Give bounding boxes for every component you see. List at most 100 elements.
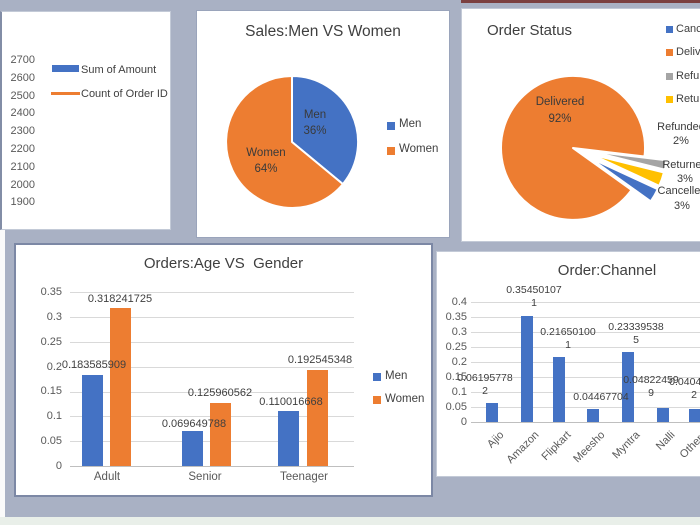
callout-refunded-name: Refunded [657, 121, 700, 133]
gridline [70, 367, 354, 368]
callout-returned-name: Returned [662, 159, 700, 171]
y-tick: 0.05 [445, 401, 467, 413]
bottom-edge-strip [0, 517, 700, 525]
order-status-pie-chart-panel[interactable]: Order Status Delivered 92% Refunded 2% R… [461, 8, 700, 242]
slice-label-delivered: Delivered 92% [536, 94, 585, 128]
gridline [70, 392, 354, 393]
chart-title: Orders:Age VS Gender [143, 255, 304, 272]
gridline [471, 407, 700, 408]
age-gender-bar-chart-panel[interactable]: Orders:Age VS Gender 0.35 0.3 0.25 0.2 0… [14, 243, 433, 497]
data-label-line: 0.0404907 [669, 376, 700, 388]
legend-swatch-men-icon [373, 373, 381, 381]
bar-amazon[interactable] [521, 316, 533, 422]
data-label-others: 0.0404907 2 [669, 376, 700, 402]
slice-label-men: Men 36% [303, 107, 326, 139]
data-label-line: 5 [633, 334, 639, 346]
data-label-meesho: 0.04467704 [573, 391, 628, 404]
bar-adult-men[interactable] [82, 375, 103, 466]
slice-label-men-pct: 36% [303, 125, 327, 137]
bar-myntra[interactable] [622, 352, 634, 422]
gridline [471, 347, 700, 348]
slice-label-men-name: Men [303, 109, 327, 121]
bar-nalli[interactable] [657, 408, 669, 422]
slice-label-women: Women 64% [246, 145, 285, 177]
y-tick: 0.1 [451, 386, 467, 398]
x-label-adult: Adult [93, 471, 121, 483]
legend-sum-of-amount: Sum of Amount [81, 64, 157, 76]
pie-slice-delivered[interactable] [500, 74, 646, 221]
data-label-nalli: 0.04822459 9 [623, 374, 678, 400]
data-label-line: 0.04822459 [623, 374, 679, 386]
data-label-line: 0.23339538 [608, 321, 664, 333]
bar-teenager-men[interactable] [278, 411, 299, 466]
bar-meesho[interactable] [587, 409, 599, 422]
legend-count-of-order-id: Count of Order ID [81, 88, 168, 100]
legend-cancelled: Cancelled [676, 23, 700, 35]
chart-title: Sales:Men VS Women [245, 23, 401, 40]
data-label-line: 0.04467704 [573, 391, 629, 403]
bar-senior-men[interactable] [182, 431, 203, 466]
pie-slice-returned[interactable] [593, 154, 665, 187]
y-tick: 0.1 [46, 410, 62, 422]
y-tick: 0.2 [451, 356, 467, 368]
legend-women: Women [385, 393, 425, 405]
callout-returned-pct: 3% [677, 173, 693, 185]
pie-slice-women[interactable] [225, 75, 344, 209]
y-tick: 1900 [10, 196, 35, 208]
y-tick: 0.35 [40, 286, 62, 298]
data-label-teenager-men: 0.110016668 [259, 396, 323, 408]
callout-returned: Returned 3% [662, 158, 700, 186]
order-channel-bar-chart-panel[interactable]: Order:Channel 0.4 0.35 0.3 0.25 0.2 0.15… [436, 251, 700, 477]
y-tick: 0 [460, 416, 467, 428]
slice-label-delivered-name: Delivered [535, 96, 585, 108]
y-tick: 0.05 [40, 435, 62, 447]
gridline [471, 332, 700, 333]
callout-cancelled-pct: 3% [674, 200, 690, 212]
y-tick: 2600 [10, 72, 35, 84]
y-tick: 0.3 [46, 311, 62, 323]
data-label-line: 9 [648, 387, 654, 399]
y-tick: 0.4 [451, 296, 467, 308]
x-label-senior: Senior [188, 471, 222, 483]
data-label-line: 0.35450107 [506, 284, 562, 296]
bar-ajio[interactable] [486, 403, 498, 422]
callout-cancelled-name: Cancelled [657, 185, 700, 197]
data-label-senior-men: 0.069649788 [161, 418, 227, 430]
bar-flipkart[interactable] [553, 357, 565, 422]
sales-pie-chart-panel[interactable]: Sales:Men VS Women Men 36% Women 64% Men… [196, 10, 450, 238]
gridline [70, 292, 354, 293]
data-label-adult-men: 0.183585909 [61, 359, 127, 371]
data-label-adult-women: 0.318241725 [87, 293, 153, 305]
gridline [471, 392, 700, 393]
pie-slice-refunded[interactable] [593, 151, 667, 171]
legend-swatch-delivered-icon [666, 49, 673, 56]
y-tick: 2100 [10, 161, 35, 173]
callout-refunded: Refunded 2% [657, 120, 700, 148]
amount-orders-chart-panel[interactable]: 2700 2600 2500 2400 2300 2200 2100 2000 … [0, 11, 171, 230]
pie-slice-cancelled[interactable] [591, 158, 659, 202]
y-tick: 0.25 [40, 336, 62, 348]
data-label-ajio: 0.06195778 2 [457, 372, 512, 398]
data-label-line: 2 [482, 385, 488, 397]
y-tick: 2700 [10, 54, 35, 66]
data-label-amazon: 0.35450107 1 [506, 284, 561, 310]
y-tick: 0.15 [445, 371, 467, 383]
chart-title: Order:Channel [557, 262, 657, 279]
bar-others[interactable] [689, 409, 700, 422]
bar-teenager-women[interactable] [307, 370, 328, 466]
pie-slice-men[interactable] [291, 75, 360, 186]
legend-swatch-men-icon [387, 122, 395, 130]
legend-men: Men [399, 118, 422, 130]
legend-returned: Returned [676, 93, 700, 105]
bar-senior-women[interactable] [210, 403, 231, 466]
legend-swatch-bar-icon [52, 65, 79, 72]
slice-label-women-name: Women [246, 147, 286, 159]
legend-swatch-refunded-icon [666, 73, 673, 80]
x-axis-line [70, 466, 354, 467]
legend-women: Women [399, 143, 439, 155]
data-label-teenager-women: 0.192545348 [287, 354, 353, 366]
y-tick: 0.25 [445, 341, 467, 353]
bar-adult-women[interactable] [110, 308, 131, 466]
y-tick: 2400 [10, 107, 35, 119]
